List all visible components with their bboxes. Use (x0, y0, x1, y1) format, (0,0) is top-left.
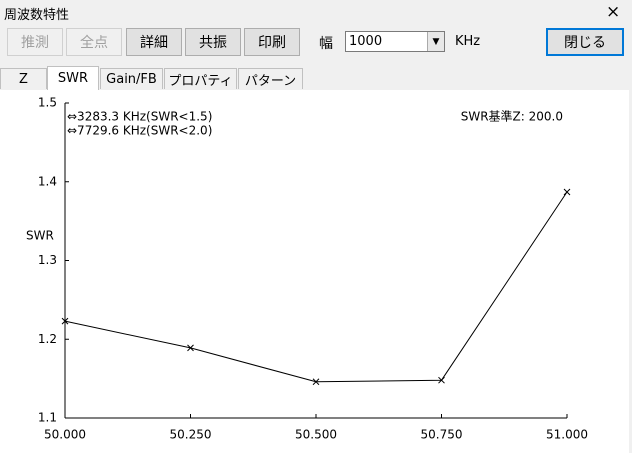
marker (438, 376, 445, 384)
x-tick-label: 50.250 (170, 428, 212, 442)
annotation: SWR基準Z: 200.0 (461, 109, 563, 124)
close-button[interactable]: 閉じる (546, 28, 624, 56)
button[interactable]: 共振 (185, 28, 241, 56)
button: 推測 (7, 28, 63, 56)
close-icon[interactable]: × (606, 2, 621, 22)
dropdown[interactable]: 1000 ▼ (345, 31, 445, 52)
marker (61, 317, 69, 325)
button[interactable]: 印刷 (244, 28, 300, 56)
annotation: ⇔3283.3 KHz(SWR<1.5) (67, 110, 212, 124)
tab[interactable]: Gain/FB (100, 68, 163, 89)
tab[interactable]: プロパティ (164, 68, 237, 89)
button: 全点 (66, 28, 122, 56)
marker (563, 188, 571, 196)
y-axis-label: SWR (26, 229, 54, 243)
x-tick-label: 50.750 (421, 428, 463, 442)
window-title: 周波数特性 (4, 8, 70, 23)
y-tick-label: 1.4 (38, 174, 57, 188)
y-tick-label: 1.3 (38, 253, 57, 267)
y-tick-label: 1.1 (38, 411, 57, 425)
tab[interactable]: Z (0, 68, 47, 89)
unit-label: KHz (455, 34, 481, 49)
x-tick-label: 50.500 (295, 428, 337, 442)
series-line (64, 191, 568, 383)
y-tick-label: 1.2 (38, 332, 57, 346)
x-tick-label: 50.000 (44, 428, 86, 442)
dropdown-value: 1000 (349, 34, 383, 49)
label: 幅 (319, 36, 333, 52)
marker (187, 344, 194, 352)
annotation: ⇔7729.6 KHz(SWR<2.0) (67, 124, 212, 138)
tab[interactable]: パターン (238, 68, 303, 89)
chart: SWR ⇔3283.3 KHz(SWR<1.5) ⇔7729.6 KHz(SWR… (0, 90, 629, 453)
tab[interactable]: SWR (47, 66, 99, 90)
button[interactable]: 詳細 (126, 28, 182, 56)
marker (312, 378, 320, 386)
dropdown-arrow[interactable]: ▼ (427, 32, 444, 51)
x-tick-label: 51.000 (546, 428, 588, 442)
y-tick-label: 1.5 (38, 96, 57, 110)
